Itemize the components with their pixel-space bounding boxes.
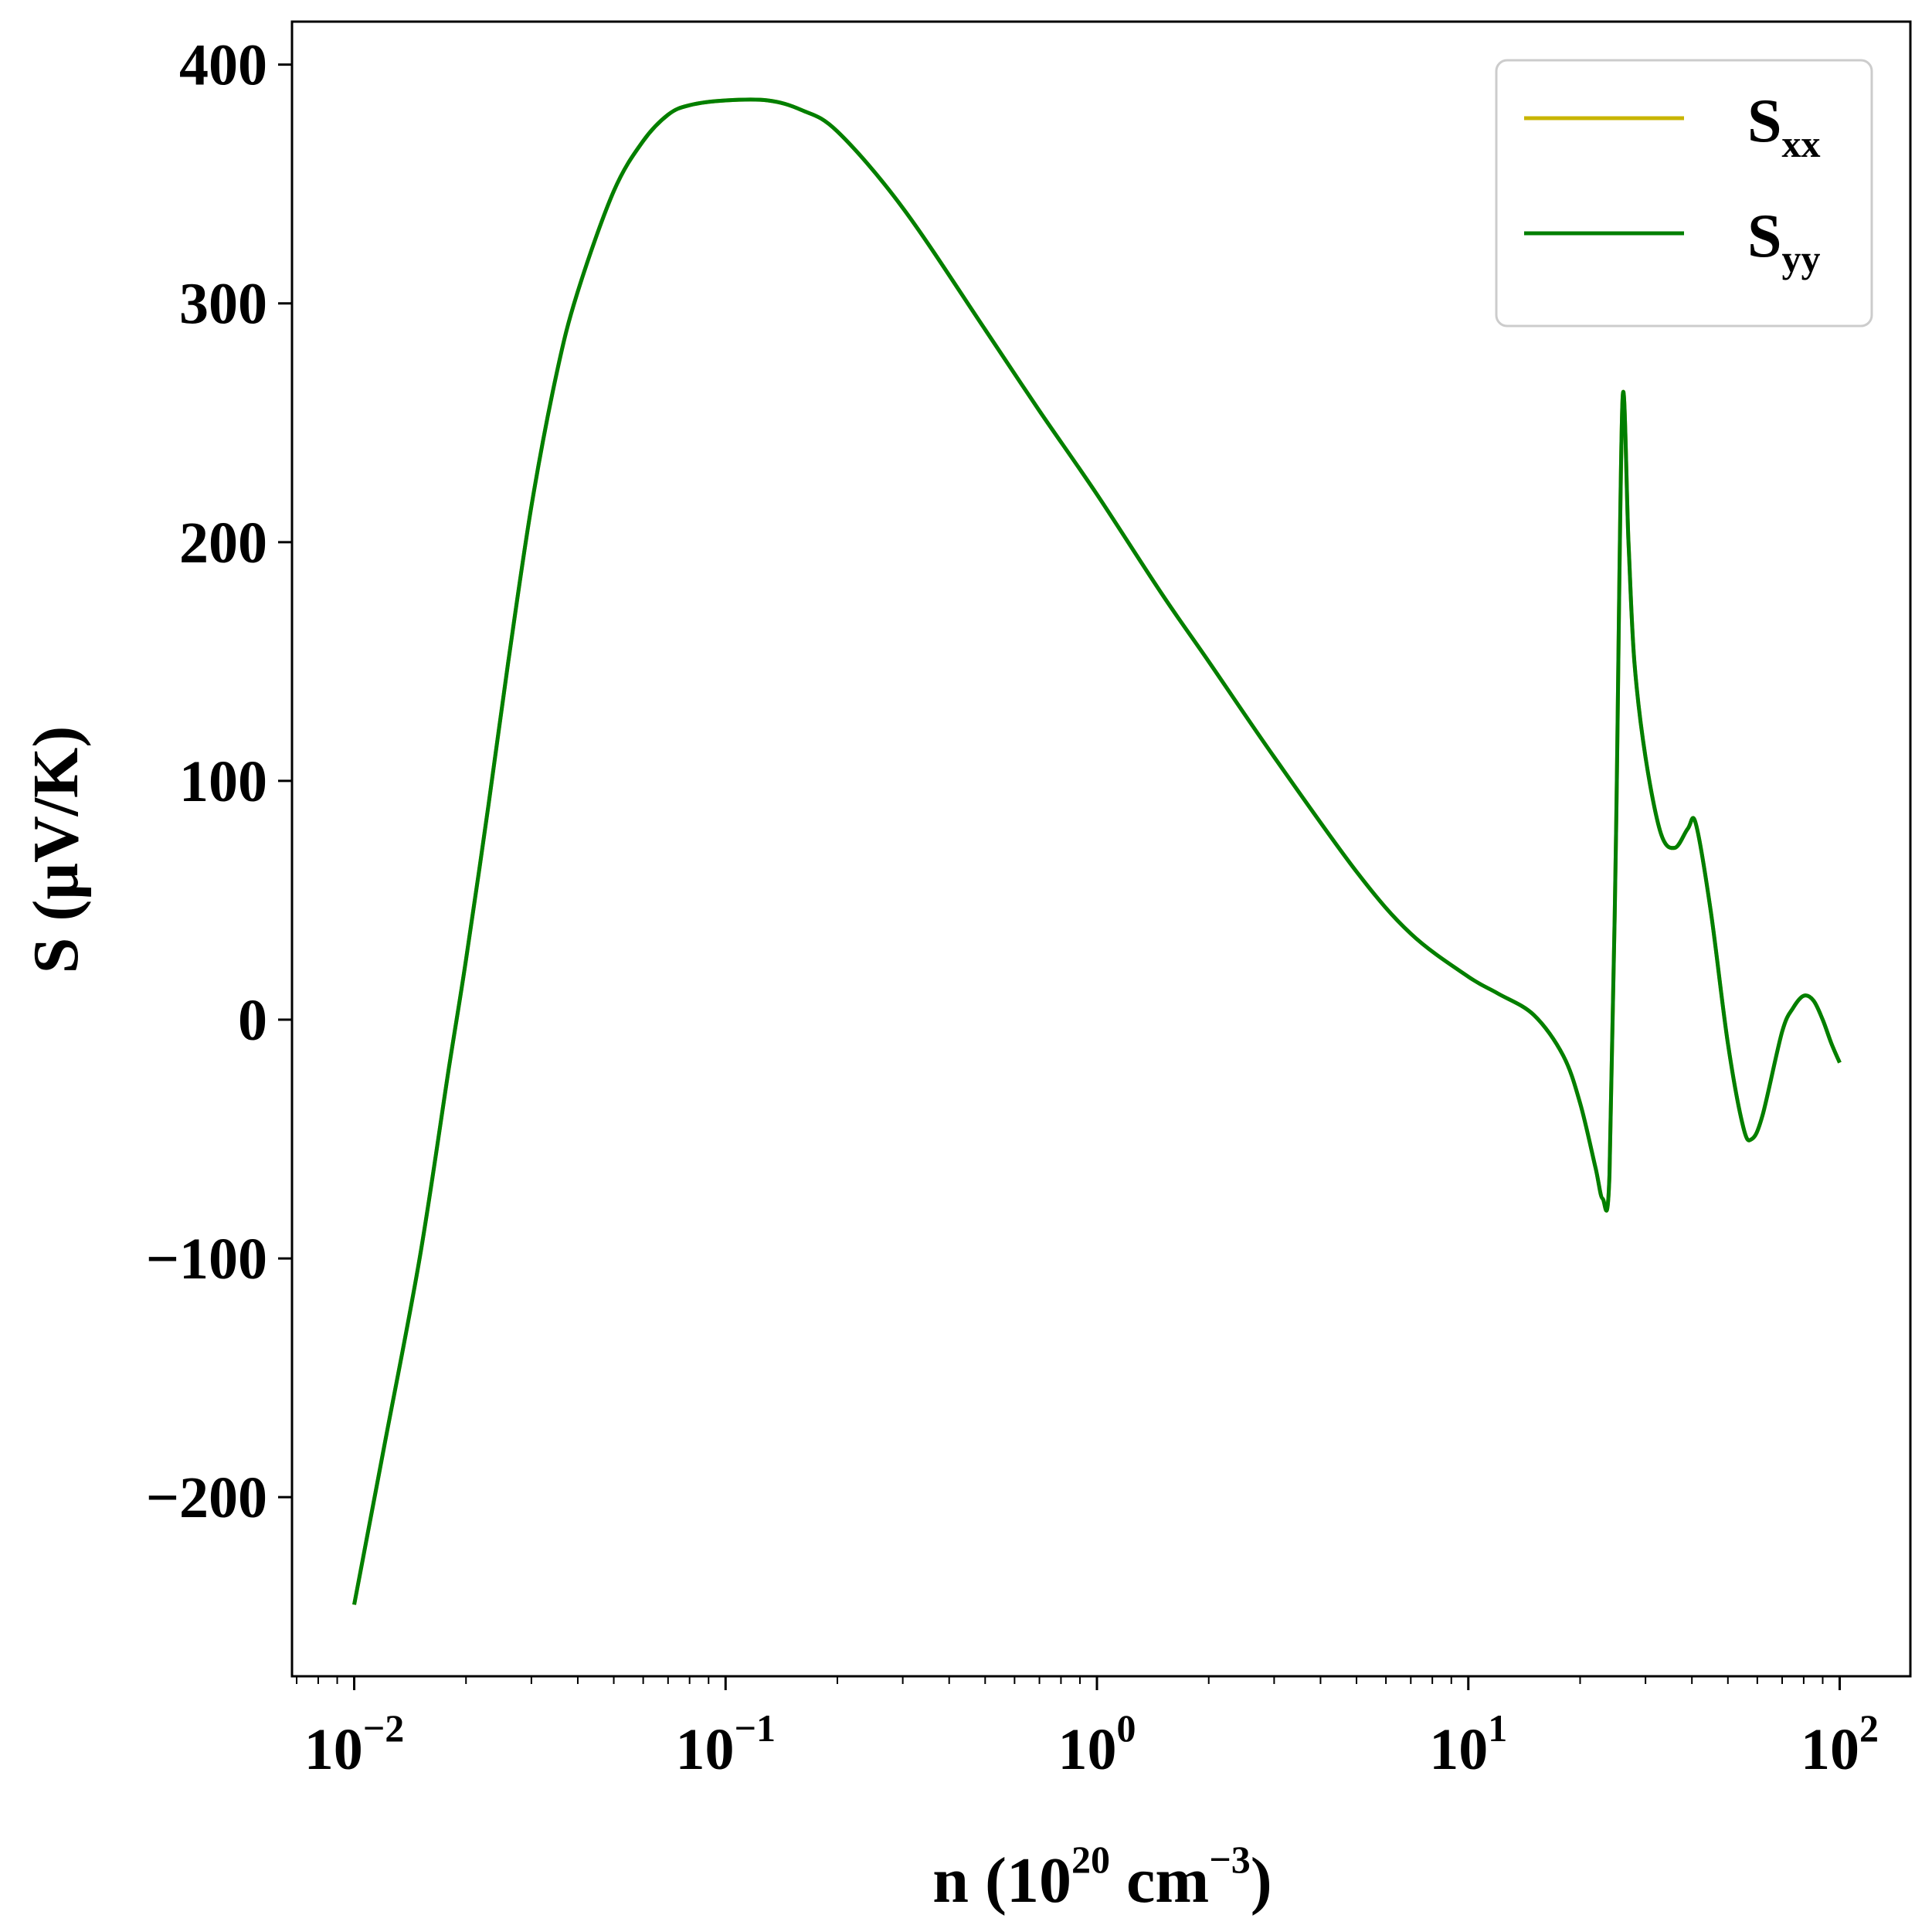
x-tick-label-base: 10 xyxy=(1058,1717,1117,1782)
x-tick-label: 102 xyxy=(1801,1706,1879,1782)
x-axis-label-base: n (10 xyxy=(932,1845,1071,1917)
legend-label-sxx-name: S xyxy=(1747,87,1782,155)
legend-label-syy-name: S xyxy=(1747,202,1782,270)
axis-ticks xyxy=(278,63,1841,1690)
x-tick-labels: 10−2 10−1 100 101 102 xyxy=(304,1706,1879,1782)
series-layer xyxy=(352,97,1842,1605)
x-tick-label: 100 xyxy=(1058,1706,1136,1782)
x-tick-label: 10−1 xyxy=(676,1706,776,1782)
legend-box xyxy=(1495,59,1873,328)
y-tick-label: 400 xyxy=(179,33,267,98)
y-tick-label: 100 xyxy=(179,749,267,814)
legend-label-syy-subscript: yy xyxy=(1782,237,1821,280)
x-tick-label-exponent: −2 xyxy=(363,1706,405,1750)
y-tick-label: 300 xyxy=(179,272,267,337)
x-axis-label-close: ) xyxy=(1251,1845,1272,1917)
x-axis-label-unit-exponent: −3 xyxy=(1209,1838,1251,1881)
x-axis-label-exponent: 20 xyxy=(1071,1838,1110,1881)
legend: Sxx Syy xyxy=(1495,59,1873,328)
x-axis-label: n (1020 cm−3) xyxy=(932,1838,1272,1917)
y-tick-label: −100 xyxy=(146,1227,267,1292)
x-tick-label: 101 xyxy=(1429,1706,1507,1782)
x-tick-label: 10−2 xyxy=(304,1706,405,1782)
legend-label-syy: Syy xyxy=(1747,202,1821,280)
y-tick-labels: −200 −100 0 100 200 300 400 xyxy=(146,33,267,1531)
x-tick-label-exponent: 0 xyxy=(1117,1706,1136,1750)
x-tick-label-exponent: 1 xyxy=(1488,1706,1507,1750)
x-minor-ticks xyxy=(296,1676,1824,1684)
legend-label-sxx-subscript: xx xyxy=(1782,122,1821,165)
x-tick-label-exponent: −1 xyxy=(735,1706,776,1750)
x-tick-label-base: 10 xyxy=(304,1717,363,1782)
x-tick-label-base: 10 xyxy=(1429,1717,1488,1782)
y-tick-label: 200 xyxy=(179,511,267,575)
x-tick-label-base: 10 xyxy=(676,1717,735,1782)
y-tick-label: 0 xyxy=(238,988,267,1053)
y-axis-label: S (μV/K) xyxy=(20,726,92,974)
x-axis-label-unit: cm xyxy=(1110,1845,1209,1917)
x-tick-label-base: 10 xyxy=(1801,1717,1859,1782)
y-tick-label: −200 xyxy=(146,1465,267,1530)
x-tick-label-exponent: 2 xyxy=(1859,1706,1879,1750)
series-line-yy xyxy=(352,97,1842,1605)
plot-frame xyxy=(290,20,1912,1678)
legend-label-sxx: Sxx xyxy=(1747,87,1821,165)
